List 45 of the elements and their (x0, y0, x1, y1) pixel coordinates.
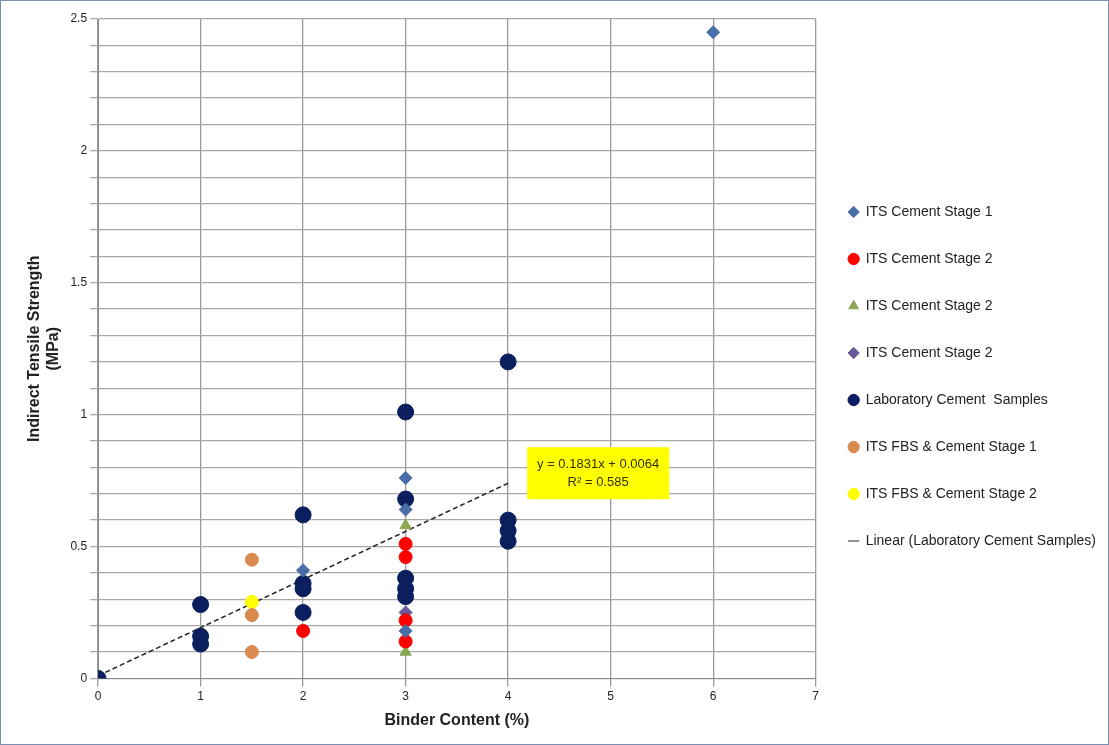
x-axis-title: Binder Content (%) (384, 710, 530, 728)
legend-label: ITS Cement Stage 2 (865, 296, 993, 313)
legend-label: ITS Cement Stage 1 (865, 202, 993, 219)
y-tick-label: 0.5 (70, 538, 88, 553)
point (398, 470, 413, 485)
y-tick-label: 1.5 (70, 275, 88, 290)
point (296, 563, 311, 578)
point (399, 518, 412, 530)
point (244, 552, 259, 567)
legend-label: Linear (Laboratory Cement Samples) (865, 531, 1097, 548)
y-tick-label: 0 (80, 670, 88, 685)
point (398, 634, 413, 649)
point (398, 623, 413, 638)
point (398, 536, 413, 551)
y-tick-label: 2 (80, 143, 88, 158)
x-tick-label: 6 (709, 688, 717, 703)
x-tick-label: 7 (812, 688, 820, 703)
x-tick-label: 0 (94, 688, 102, 703)
point (398, 502, 413, 517)
annotation: y = 0.1831x + 0.0064 R² = 0.585 (537, 455, 660, 489)
point (398, 613, 413, 628)
legend-label: ITS Cement Stage 2 (865, 343, 993, 360)
x-tick-label: 3 (402, 688, 410, 703)
x-tick-label: 1 (197, 688, 205, 703)
point (244, 645, 259, 660)
point (398, 550, 413, 565)
x-tick-label: 2 (299, 688, 307, 703)
point (706, 25, 721, 40)
y-tick-label: 1 (80, 406, 88, 421)
legend-label: Laboratory Cement Samples (865, 390, 1048, 407)
y-axis-title: Indirect Tensile Strength (MPa) (25, 255, 62, 442)
legend-label: ITS FBS & Cement Stage 2 (865, 484, 1038, 501)
point (244, 608, 259, 623)
point (397, 403, 415, 421)
point (499, 353, 517, 371)
point (294, 506, 312, 524)
legend-label: ITS FBS & Cement Stage 1 (865, 437, 1038, 454)
y-tick-label: 2.5 (70, 11, 88, 26)
point (192, 596, 210, 614)
legend-label: ITS Cement Stage 2 (865, 249, 993, 266)
point (296, 623, 311, 638)
point (244, 594, 259, 609)
x-tick-label: 4 (504, 688, 512, 703)
x-tick-label: 5 (607, 688, 615, 703)
point (294, 603, 312, 621)
